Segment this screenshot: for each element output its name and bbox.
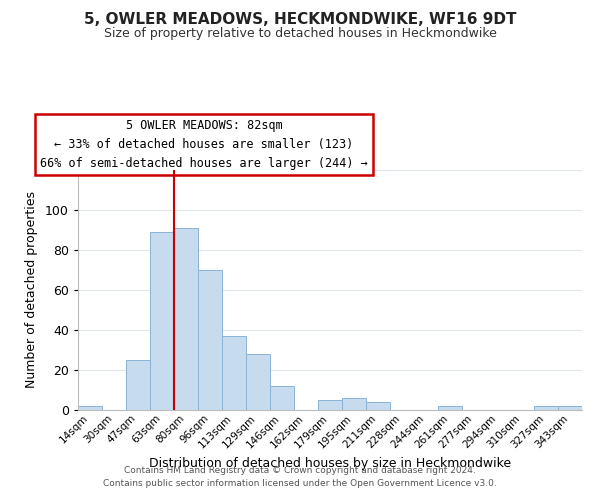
- Bar: [558, 406, 582, 410]
- Bar: [318, 400, 342, 410]
- Bar: [150, 232, 174, 410]
- Bar: [174, 228, 198, 410]
- Bar: [198, 270, 222, 410]
- Bar: [78, 406, 102, 410]
- X-axis label: Distribution of detached houses by size in Heckmondwike: Distribution of detached houses by size …: [149, 456, 511, 469]
- Bar: [342, 398, 366, 410]
- Bar: [438, 406, 462, 410]
- Text: 5 OWLER MEADOWS: 82sqm
← 33% of detached houses are smaller (123)
66% of semi-de: 5 OWLER MEADOWS: 82sqm ← 33% of detached…: [40, 119, 368, 170]
- Y-axis label: Number of detached properties: Number of detached properties: [25, 192, 38, 388]
- Text: 5, OWLER MEADOWS, HECKMONDWIKE, WF16 9DT: 5, OWLER MEADOWS, HECKMONDWIKE, WF16 9DT: [84, 12, 516, 28]
- Bar: [126, 360, 150, 410]
- Bar: [534, 406, 558, 410]
- Bar: [366, 402, 390, 410]
- Bar: [222, 336, 246, 410]
- Text: Contains HM Land Registry data © Crown copyright and database right 2024.
Contai: Contains HM Land Registry data © Crown c…: [103, 466, 497, 487]
- Text: Size of property relative to detached houses in Heckmondwike: Size of property relative to detached ho…: [104, 28, 496, 40]
- Bar: [246, 354, 270, 410]
- Bar: [270, 386, 294, 410]
